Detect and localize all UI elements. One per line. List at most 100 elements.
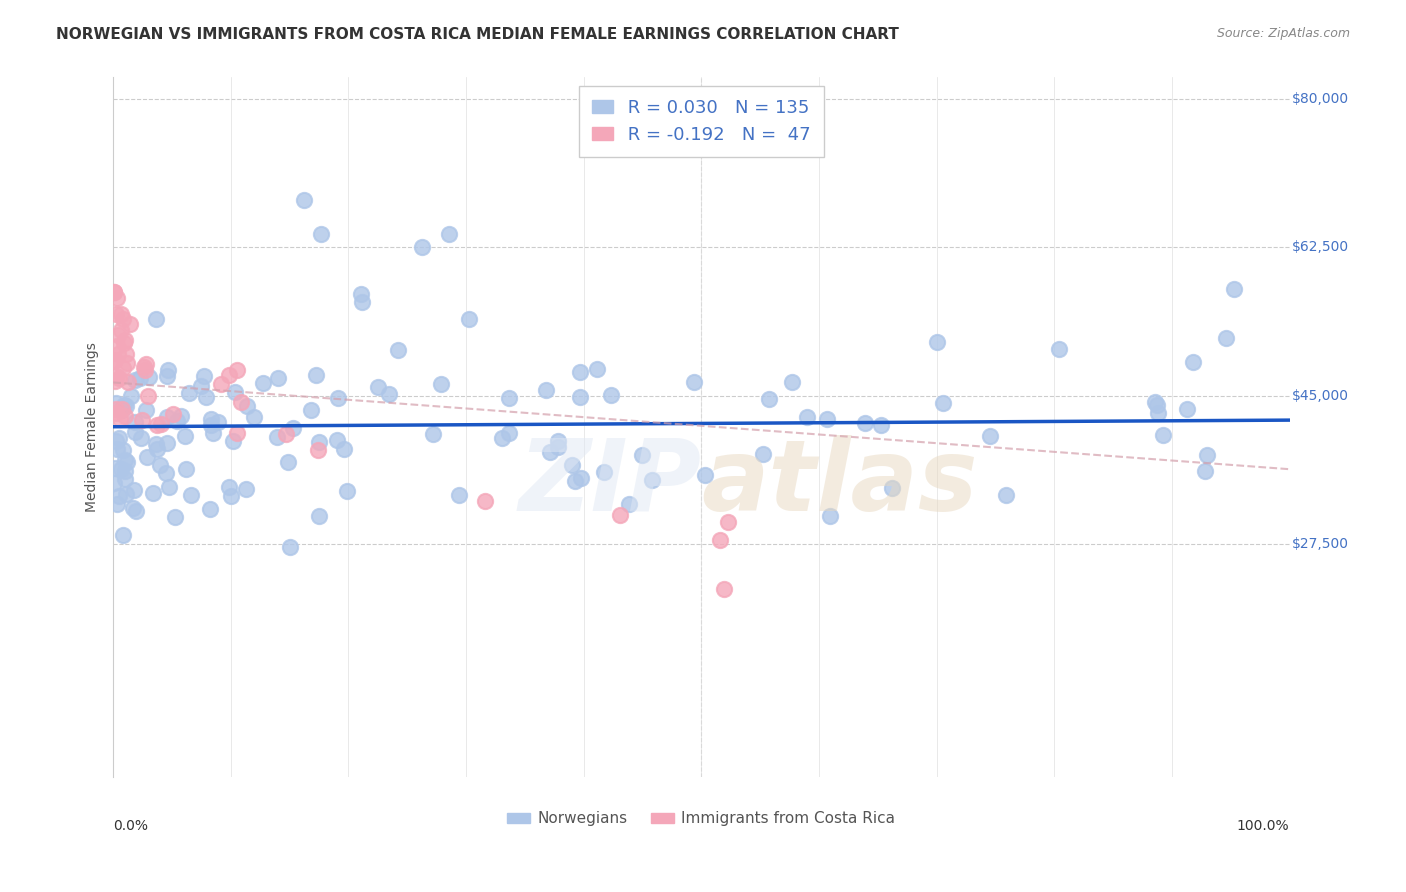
Point bbox=[325, 433, 347, 447]
Point bbox=[110, 307, 132, 321]
Point bbox=[150, 417, 173, 432]
Text: $80,000: $80,000 bbox=[1292, 92, 1348, 105]
Point bbox=[534, 383, 557, 397]
Point bbox=[458, 312, 481, 326]
Point bbox=[267, 371, 290, 385]
Point bbox=[124, 425, 146, 439]
Point bbox=[630, 448, 652, 462]
Point bbox=[292, 194, 315, 208]
Point bbox=[931, 396, 953, 410]
Point bbox=[818, 508, 841, 523]
Point bbox=[243, 409, 266, 424]
Point bbox=[387, 343, 409, 358]
Point bbox=[709, 533, 731, 547]
Point bbox=[103, 285, 125, 299]
Point bbox=[112, 443, 135, 458]
Point bbox=[129, 371, 152, 385]
Point bbox=[112, 527, 135, 541]
Point bbox=[411, 240, 433, 254]
Point bbox=[170, 409, 193, 423]
Point bbox=[609, 508, 631, 522]
Point bbox=[853, 416, 876, 430]
Point bbox=[226, 425, 249, 440]
Point bbox=[350, 295, 373, 310]
Point bbox=[252, 376, 274, 390]
Point bbox=[105, 497, 128, 511]
Point bbox=[115, 399, 138, 413]
Point bbox=[177, 386, 200, 401]
Point bbox=[585, 361, 607, 376]
Point bbox=[1152, 427, 1174, 442]
Point bbox=[174, 462, 197, 476]
Point bbox=[108, 489, 131, 503]
Point bbox=[221, 489, 243, 503]
Point bbox=[491, 431, 513, 445]
Text: $45,000: $45,000 bbox=[1292, 389, 1348, 402]
Point bbox=[782, 375, 804, 389]
Point bbox=[114, 409, 136, 423]
Text: atlas: atlas bbox=[702, 434, 977, 532]
Point bbox=[994, 488, 1017, 502]
Point bbox=[134, 363, 156, 377]
Point bbox=[112, 336, 135, 351]
Point bbox=[146, 417, 169, 432]
Point bbox=[209, 377, 232, 392]
Point bbox=[193, 368, 215, 383]
Point bbox=[105, 442, 128, 457]
Point bbox=[235, 483, 257, 497]
Point bbox=[104, 395, 127, 409]
Point bbox=[166, 414, 188, 428]
Point bbox=[422, 427, 444, 442]
Point bbox=[599, 388, 621, 402]
Point bbox=[222, 434, 245, 448]
Point bbox=[107, 370, 129, 384]
Point bbox=[115, 455, 138, 469]
Point bbox=[1182, 355, 1205, 369]
Point bbox=[350, 286, 373, 301]
Point bbox=[538, 445, 561, 459]
Point bbox=[104, 369, 127, 384]
Point bbox=[925, 334, 948, 349]
Point bbox=[200, 412, 222, 426]
Point bbox=[180, 488, 202, 502]
Point bbox=[235, 399, 257, 413]
Point bbox=[498, 392, 520, 406]
Point bbox=[105, 339, 128, 353]
Point bbox=[218, 480, 240, 494]
Point bbox=[129, 431, 152, 445]
Point bbox=[115, 487, 138, 501]
Point bbox=[564, 474, 586, 488]
Point bbox=[108, 412, 131, 426]
Point bbox=[301, 403, 323, 417]
Point bbox=[474, 493, 496, 508]
Text: ZIP: ZIP bbox=[519, 434, 702, 532]
Point bbox=[683, 375, 706, 389]
Point bbox=[135, 402, 157, 417]
Point bbox=[547, 440, 569, 454]
Point bbox=[1146, 406, 1168, 420]
Point bbox=[218, 368, 240, 382]
Point bbox=[104, 353, 127, 368]
Point bbox=[149, 458, 172, 472]
Point bbox=[274, 427, 297, 442]
Point bbox=[104, 406, 127, 420]
Text: $27,500: $27,500 bbox=[1292, 537, 1348, 551]
Point bbox=[103, 285, 125, 299]
Point bbox=[695, 467, 717, 482]
Point bbox=[145, 312, 167, 326]
Point bbox=[117, 375, 139, 389]
Point bbox=[107, 347, 129, 361]
Point bbox=[333, 442, 356, 456]
Point bbox=[103, 354, 125, 368]
Point bbox=[569, 365, 592, 379]
Point bbox=[367, 380, 389, 394]
Point bbox=[430, 377, 453, 392]
Point bbox=[1197, 449, 1219, 463]
Point bbox=[200, 501, 222, 516]
Point bbox=[308, 508, 330, 523]
Point bbox=[125, 504, 148, 518]
Point bbox=[547, 434, 569, 448]
Point bbox=[135, 357, 157, 371]
Point bbox=[107, 431, 129, 445]
Point bbox=[979, 429, 1001, 443]
